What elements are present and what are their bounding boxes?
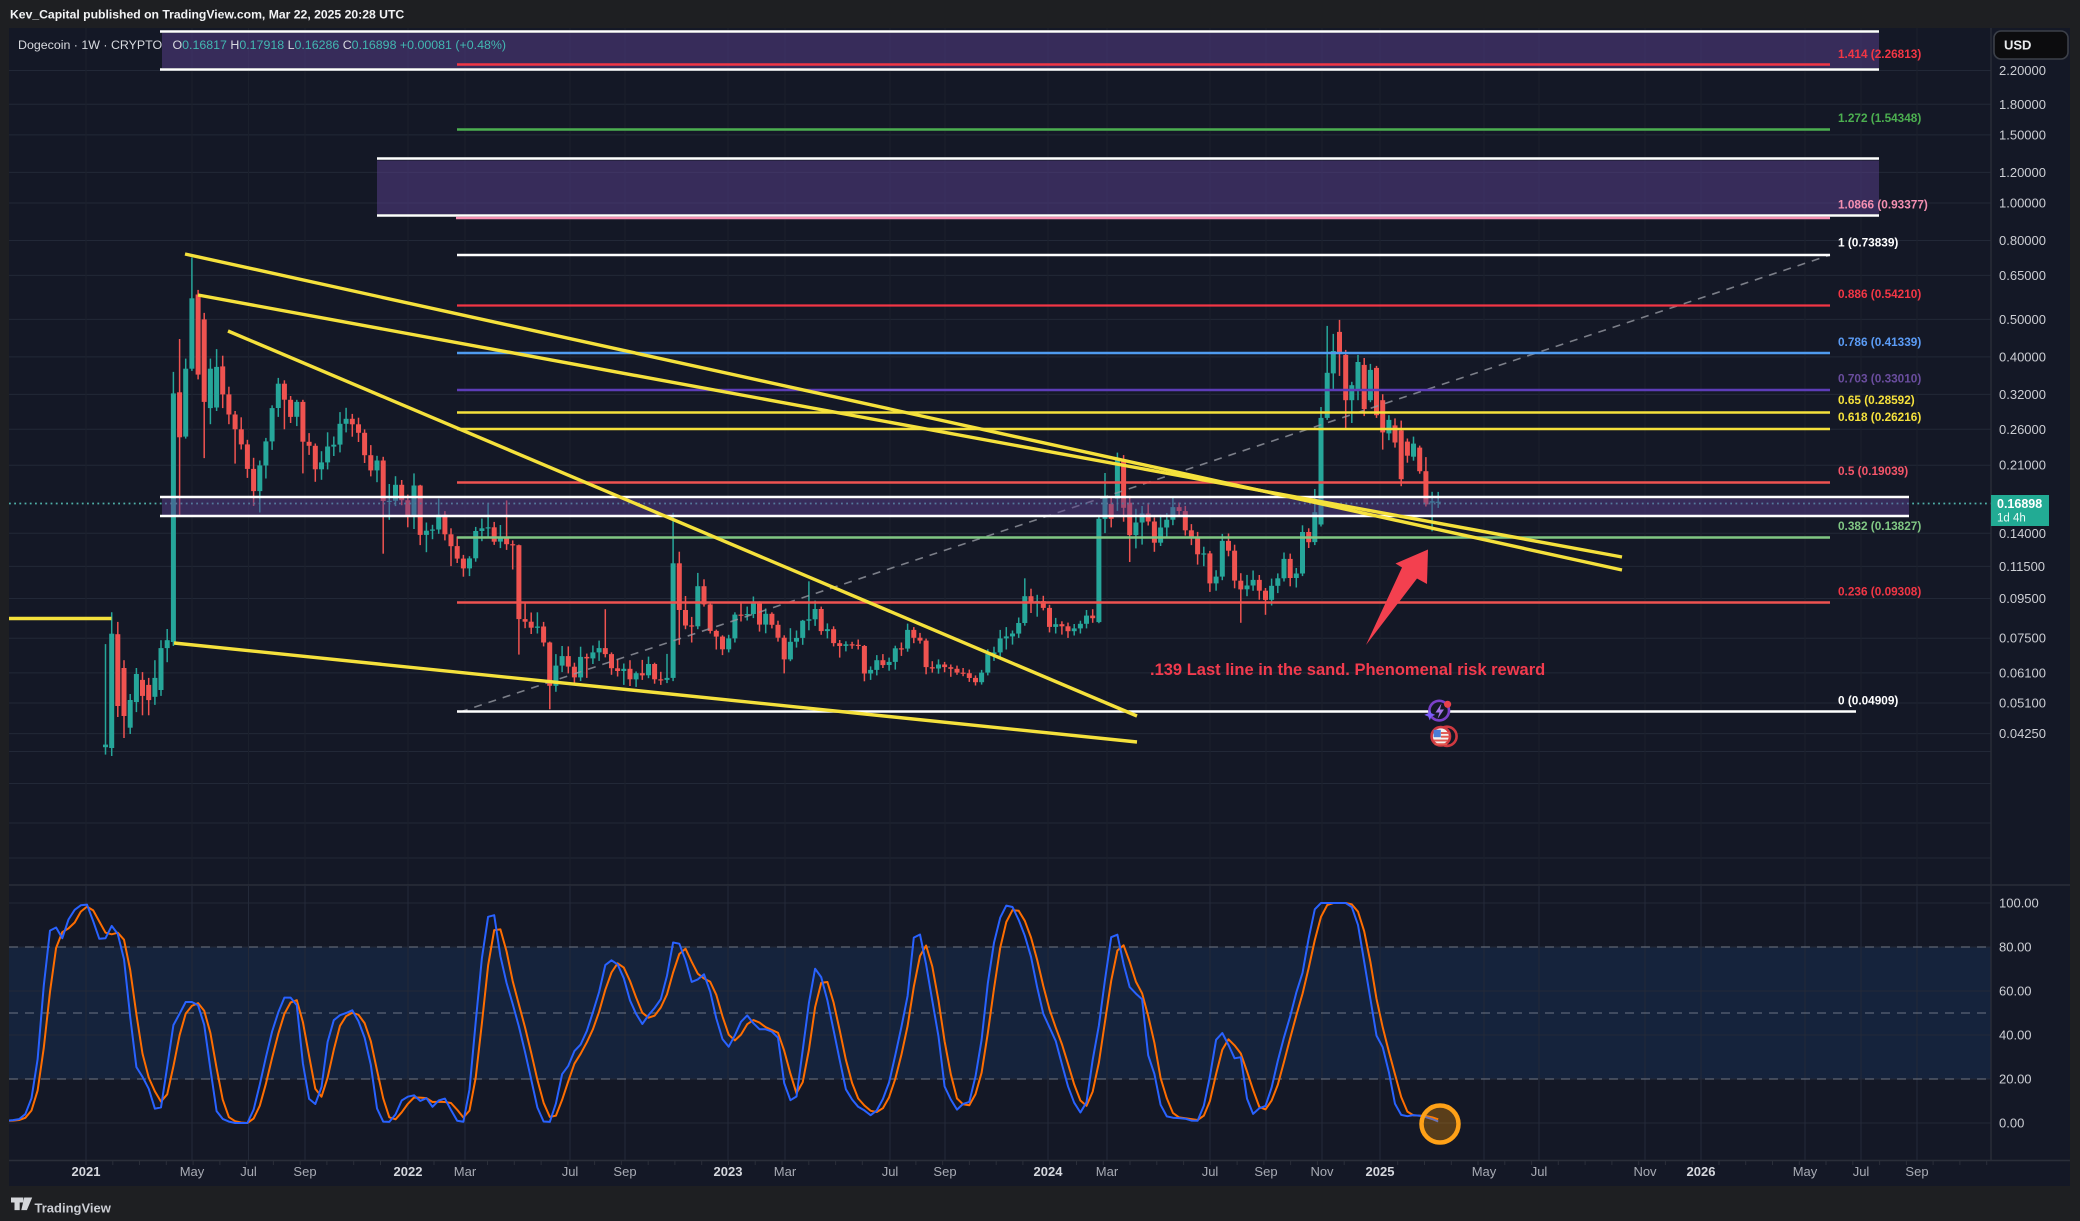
- svg-text:0.04250: 0.04250: [1999, 726, 2046, 741]
- svg-text:Sep: Sep: [1254, 1164, 1277, 1179]
- svg-text:0.16898: 0.16898: [1997, 497, 2042, 511]
- svg-text:Nov: Nov: [1310, 1164, 1334, 1179]
- svg-text:May: May: [180, 1164, 205, 1179]
- svg-text:2026: 2026: [1687, 1164, 1716, 1179]
- svg-text:1.50000: 1.50000: [1999, 127, 2046, 142]
- svg-text:80.00: 80.00: [1999, 940, 2032, 955]
- svg-text:Sep: Sep: [293, 1164, 316, 1179]
- svg-text:0.06100: 0.06100: [1999, 665, 2046, 680]
- svg-text:0.21000: 0.21000: [1999, 458, 2046, 473]
- svg-text:Jul: Jul: [1853, 1164, 1870, 1179]
- svg-text:1.0866 (0.93377): 1.0866 (0.93377): [1838, 198, 1928, 212]
- svg-text:40.00: 40.00: [1999, 1028, 2032, 1043]
- svg-text:Sep: Sep: [933, 1164, 956, 1179]
- svg-text:100.00: 100.00: [1999, 896, 2039, 911]
- svg-text:Jul: Jul: [562, 1164, 579, 1179]
- svg-text:Jul: Jul: [240, 1164, 257, 1179]
- svg-text:0.786 (0.41339): 0.786 (0.41339): [1838, 335, 1921, 349]
- svg-text:0.40000: 0.40000: [1999, 349, 2046, 364]
- svg-text:0.382 (0.13827): 0.382 (0.13827): [1838, 519, 1921, 533]
- svg-text:0.80000: 0.80000: [1999, 233, 2046, 248]
- svg-text:TradingView: TradingView: [35, 1201, 112, 1216]
- svg-text:0.07500: 0.07500: [1999, 631, 2046, 646]
- svg-text:2.20000: 2.20000: [1999, 63, 2046, 78]
- svg-text:1d 4h: 1d 4h: [1997, 513, 2026, 525]
- svg-text:May: May: [1472, 1164, 1497, 1179]
- svg-text:2024: 2024: [1034, 1164, 1064, 1179]
- svg-text:1.20000: 1.20000: [1999, 165, 2046, 180]
- svg-text:Jul: Jul: [1531, 1164, 1548, 1179]
- svg-text:0.14000: 0.14000: [1999, 526, 2046, 541]
- svg-text:0.703 (0.33010): 0.703 (0.33010): [1838, 372, 1921, 386]
- svg-text:Jul: Jul: [882, 1164, 899, 1179]
- svg-text:Mar: Mar: [1096, 1164, 1119, 1179]
- svg-text:Mar: Mar: [454, 1164, 477, 1179]
- svg-text:0.05100: 0.05100: [1999, 696, 2046, 711]
- svg-text:Sep: Sep: [1905, 1164, 1928, 1179]
- svg-text:1.272 (1.54348): 1.272 (1.54348): [1838, 111, 1921, 125]
- svg-text:2021: 2021: [72, 1164, 101, 1179]
- svg-text:.139 Last line in the sand. Ph: .139 Last line in the sand. Phenomenal r…: [1150, 661, 1545, 679]
- svg-text:Sep: Sep: [613, 1164, 636, 1179]
- svg-text:2023: 2023: [714, 1164, 743, 1179]
- svg-text:0.65000: 0.65000: [1999, 268, 2046, 283]
- svg-text:0.32000: 0.32000: [1999, 387, 2046, 402]
- svg-text:0.886 (0.54210): 0.886 (0.54210): [1838, 287, 1921, 301]
- svg-text:Mar: Mar: [774, 1164, 797, 1179]
- svg-text:Kev_Capital published on Tradi: Kev_Capital published on TradingView.com…: [10, 8, 404, 22]
- svg-text:20.00: 20.00: [1999, 1072, 2032, 1087]
- svg-text:USD: USD: [2004, 38, 2031, 53]
- svg-text:2022: 2022: [394, 1164, 423, 1179]
- svg-text:0.5 (0.19039): 0.5 (0.19039): [1838, 464, 1908, 478]
- svg-text:0.50000: 0.50000: [1999, 312, 2046, 327]
- svg-text:0.236 (0.09308): 0.236 (0.09308): [1838, 585, 1921, 599]
- svg-text:Dogecoin · 1W · CRYPTO O0.16: Dogecoin · 1W · CRYPTO O0.16817 H0.17918…: [18, 38, 506, 52]
- svg-text:0 (0.04909): 0 (0.04909): [1838, 694, 1898, 708]
- svg-text:0.26000: 0.26000: [1999, 422, 2046, 437]
- svg-text:1 (0.73839): 1 (0.73839): [1838, 236, 1898, 250]
- svg-text:2025: 2025: [1366, 1164, 1395, 1179]
- svg-text:60.00: 60.00: [1999, 984, 2032, 999]
- svg-text:0.11500: 0.11500: [1999, 559, 2045, 574]
- svg-text:0.09500: 0.09500: [1999, 591, 2046, 606]
- svg-text:1.414 (2.26813): 1.414 (2.26813): [1838, 47, 1921, 61]
- svg-text:0.65 (0.28592): 0.65 (0.28592): [1838, 393, 1915, 407]
- svg-text:1.00000: 1.00000: [1999, 196, 2046, 211]
- svg-text:Jul: Jul: [1202, 1164, 1219, 1179]
- svg-text:0.00: 0.00: [1999, 1116, 2024, 1131]
- svg-text:May: May: [1793, 1164, 1818, 1179]
- svg-text:Nov: Nov: [1633, 1164, 1657, 1179]
- svg-text:0.618 (0.26216): 0.618 (0.26216): [1838, 410, 1921, 424]
- svg-text:1.80000: 1.80000: [1999, 97, 2046, 112]
